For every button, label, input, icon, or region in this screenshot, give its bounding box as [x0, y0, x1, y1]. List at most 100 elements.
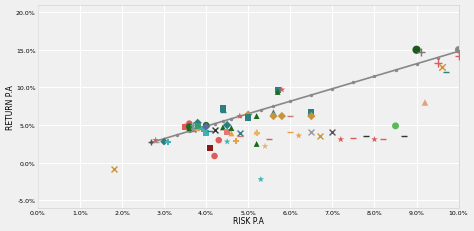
Point [194, 122, 201, 125]
Point [337, 138, 345, 142]
Point [236, 132, 244, 136]
Point [308, 115, 315, 119]
Point [371, 75, 378, 79]
Point [455, 50, 463, 54]
Point [400, 134, 408, 138]
Point [223, 140, 231, 144]
Point [147, 141, 155, 145]
Point [392, 69, 399, 73]
Point [194, 125, 201, 128]
Point [308, 94, 315, 97]
Point [236, 115, 244, 119]
Point [328, 131, 336, 134]
Point [413, 63, 420, 66]
Point [160, 137, 168, 141]
Point [392, 125, 399, 128]
Point [228, 127, 235, 131]
Point [316, 134, 324, 138]
Point [245, 113, 252, 117]
Point [270, 105, 277, 109]
Point [308, 111, 315, 115]
Point [223, 131, 231, 134]
Point [278, 88, 286, 92]
Point [202, 125, 210, 129]
Point [194, 127, 201, 131]
Point [308, 131, 315, 134]
Point [185, 130, 193, 134]
Point [228, 132, 235, 136]
Point [190, 128, 197, 131]
Point [379, 138, 387, 142]
Point [219, 110, 227, 114]
Point [185, 127, 193, 131]
Point [421, 101, 429, 105]
Point [253, 115, 260, 119]
Point [274, 88, 282, 92]
Point [211, 122, 219, 126]
Point [274, 91, 282, 94]
Point [110, 167, 118, 171]
Point [215, 139, 222, 142]
Point [219, 126, 227, 130]
Point [207, 146, 214, 150]
Point [198, 128, 206, 131]
Point [362, 134, 370, 138]
Point [350, 137, 357, 140]
Point [164, 141, 172, 145]
Point [228, 117, 235, 121]
Point [236, 134, 244, 138]
Point [350, 81, 357, 85]
Point [295, 134, 302, 138]
Point [328, 88, 336, 91]
Point [181, 125, 189, 128]
Point [286, 100, 294, 104]
Point [270, 115, 277, 119]
Point [219, 120, 227, 124]
Point [455, 49, 463, 52]
Point [257, 178, 264, 181]
Point [270, 111, 277, 115]
Point [417, 51, 425, 55]
Point [438, 66, 446, 70]
Point [194, 127, 201, 131]
Point [211, 128, 219, 132]
Point [413, 49, 420, 52]
Point [152, 141, 159, 145]
Point [442, 71, 450, 75]
Point [211, 155, 219, 158]
Point [152, 139, 159, 142]
Point [190, 130, 197, 134]
Point [202, 124, 210, 128]
Point [202, 131, 210, 135]
Point [286, 115, 294, 119]
Point [265, 138, 273, 142]
Point [253, 143, 260, 146]
Point [257, 109, 264, 112]
Point [236, 115, 244, 119]
Point [434, 56, 441, 60]
Point [173, 134, 181, 137]
X-axis label: RISK P.A: RISK P.A [233, 216, 264, 225]
Point [219, 107, 227, 111]
Point [286, 131, 294, 134]
Point [253, 132, 260, 136]
Point [371, 138, 378, 142]
Point [181, 126, 189, 130]
Point [253, 131, 260, 134]
Point [261, 145, 269, 148]
Point [185, 125, 193, 129]
Point [245, 116, 252, 120]
Point [202, 125, 210, 128]
Point [223, 124, 231, 128]
Y-axis label: RETURN P.A: RETURN P.A [6, 85, 15, 129]
Point [190, 124, 197, 128]
Point [278, 115, 286, 119]
Point [434, 62, 441, 66]
Point [160, 140, 168, 144]
Point [455, 55, 463, 58]
Point [232, 140, 239, 143]
Point [147, 141, 155, 145]
Point [245, 112, 252, 116]
Point [207, 130, 214, 134]
Point [190, 128, 197, 132]
